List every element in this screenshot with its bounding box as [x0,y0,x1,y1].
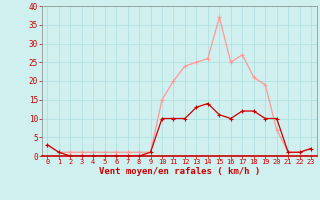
X-axis label: Vent moyen/en rafales ( km/h ): Vent moyen/en rafales ( km/h ) [99,167,260,176]
